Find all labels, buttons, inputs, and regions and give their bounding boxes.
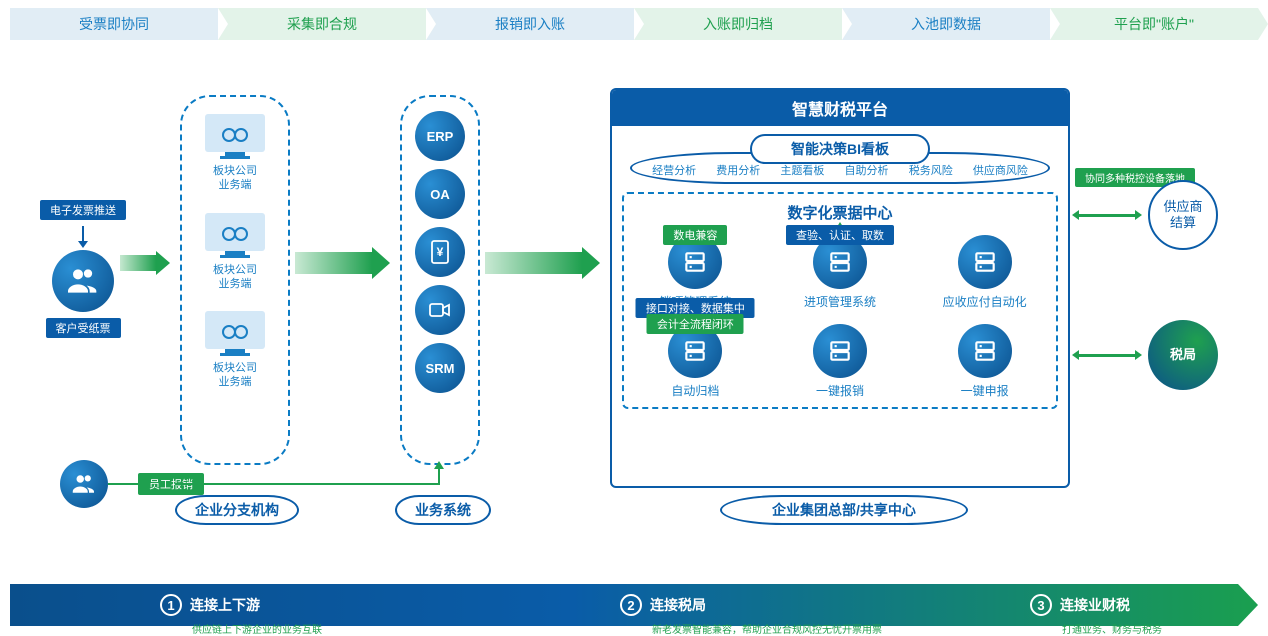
branch-label-3: 板块公司 业务端 (190, 361, 280, 390)
biz-oa: OA (415, 169, 465, 219)
biz-srm: SRM (415, 343, 465, 393)
bi-item-3: 自助分析 (845, 162, 889, 178)
biz-systems-container: ERP OA ¥ SRM (400, 95, 480, 465)
bottom-sub-3: 打通业务、财务与税务 (1062, 621, 1162, 636)
customer-block: 电子发票推送 客户受纸票 (40, 200, 126, 338)
top-process-banner: 受票即协同采集即合规报销即入账入账即归档入池即数据平台即"账户" (10, 8, 1258, 40)
employee-icon (60, 460, 108, 508)
bi-item-4: 税务风险 (909, 162, 953, 178)
top-step-0: 受票即协同 (10, 8, 218, 40)
branch-node-1: 板块公司 业务端 (190, 114, 280, 193)
bi-item-1: 费用分析 (716, 162, 760, 178)
module-label-2: 应收应付自动化 (921, 293, 1048, 310)
module-5: 一键申报 (921, 316, 1048, 399)
bottom-item-1: 1 连接上下游 (160, 594, 260, 616)
arrow-branch-biz (295, 252, 390, 274)
module-1: 查验、认证、取数进项管理系统 (777, 227, 904, 310)
bottom-sub-2: 新老发票智能兼容，帮助企业合规风控无忧开票用票 (652, 621, 882, 636)
supplier-settlement: 供应商 结算 (1148, 180, 1218, 250)
module-4: 一键报销 (777, 316, 904, 399)
bi-item-2: 主题看板 (780, 162, 824, 178)
module-label-1: 进项管理系统 (777, 293, 904, 310)
top-step-5: 平台即"账户" (1050, 8, 1258, 40)
bi-dashboard: 智能决策BI看板 经营分析 费用分析 主题看板 自助分析 税务风险 供应商风险 (630, 134, 1050, 184)
platform-footer: 企业集团总部/共享中心 (720, 495, 968, 525)
bottom-connect-bar: 1 连接上下游 2 连接税局 3 连接业财税 (10, 584, 1258, 626)
top-step-3: 入账即归档 (634, 8, 842, 40)
bi-title: 智能决策BI看板 (750, 134, 930, 164)
module-3: 接口对接、数据集中会计全流程闭环自动归档 (632, 316, 759, 399)
arrow-customer-branch (120, 255, 170, 271)
einvoice-push-label: 电子发票推送 (40, 200, 126, 220)
branches-footer: 企业分支机构 (175, 495, 299, 525)
platform-box: 智慧财税平台 智能决策BI看板 经营分析 费用分析 主题看板 自助分析 税务风险 供应商风… (610, 88, 1070, 488)
bottom-sub-1: 供应链上下游企业的业务互联 (192, 621, 322, 636)
module-label-5: 一键申报 (921, 382, 1048, 399)
bottom-item-2: 2 连接税局 (620, 594, 706, 616)
top-step-1: 采集即合规 (218, 8, 426, 40)
top-step-4: 入池即数据 (842, 8, 1050, 40)
employee-arrow-up (434, 461, 444, 469)
module-icon-2 (958, 235, 1012, 289)
paper-invoice-label: 客户受纸票 (46, 318, 121, 338)
biarrow-supplier (1072, 210, 1142, 220)
branches-container: 板块公司 业务端 板块公司 业务端 板块公司 业务端 (180, 95, 290, 465)
branch-label-1: 板块公司 业务端 (190, 164, 280, 193)
digital-title: 数字化票据中心 (632, 202, 1048, 223)
employee-line-h (175, 483, 440, 485)
branch-node-2: 板块公司 业务端 (190, 213, 280, 292)
module-icon-4 (813, 324, 867, 378)
biz-erp: ERP (415, 111, 465, 161)
bottom-item-3: 3 连接业财税 (1030, 594, 1130, 616)
branch-node-3: 板块公司 业务端 (190, 311, 280, 390)
top-step-2: 报销即入账 (426, 8, 634, 40)
biz-fee-icon: ¥ (415, 227, 465, 277)
employee-line-v (438, 467, 440, 485)
module-icon-5 (958, 324, 1012, 378)
tax-bureau: 税局 (1148, 320, 1218, 390)
bi-item-0: 经营分析 (652, 162, 696, 178)
customer-icon (52, 250, 114, 312)
module-label-3: 自动归档 (632, 382, 759, 399)
biz-footer: 业务系统 (395, 495, 491, 525)
module-label-4: 一键报销 (777, 382, 904, 399)
platform-title: 智慧财税平台 (612, 90, 1068, 126)
svg-text:¥: ¥ (437, 245, 444, 259)
biarrow-tax (1072, 350, 1142, 360)
bi-item-5: 供应商风险 (973, 162, 1028, 178)
biz-video-icon (415, 285, 465, 335)
digital-center: 数字化票据中心 数电兼容销项管理系统查验、认证、取数进项管理系统应收应付自动化接… (622, 192, 1058, 409)
arrow-biz-platform (485, 252, 600, 274)
module-2: 应收应付自动化 (921, 227, 1048, 310)
branch-label-2: 板块公司 业务端 (190, 263, 280, 292)
diagram-canvas: 电子发票推送 客户受纸票 员工报销 板块公司 业务端 板块公司 业务端 板块公 (0, 40, 1268, 570)
